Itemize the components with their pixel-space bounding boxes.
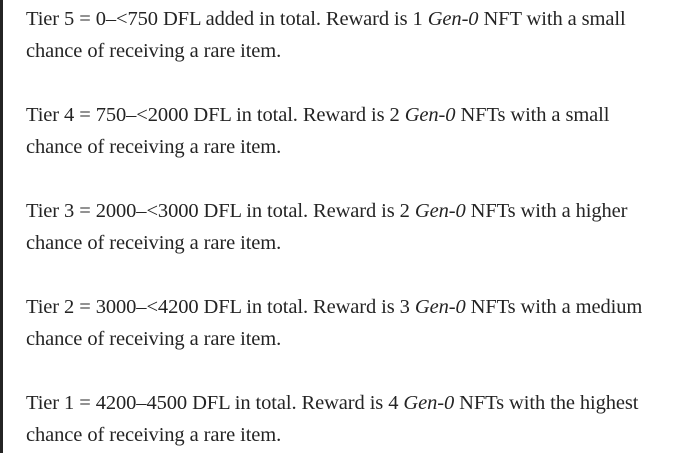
tier-5-line-1: Tier 5 = 0–<750 DFL added in total. Rewa… (26, 3, 700, 35)
tier-2-line-1: Tier 2 = 3000–<4200 DFL in total. Reward… (26, 291, 700, 323)
tier-4-text-a: Tier 4 = 750–<2000 DFL in total. Reward … (26, 104, 405, 126)
tier-3-text-a: Tier 3 = 2000–<3000 DFL in total. Reward… (26, 200, 415, 222)
tier-4-text-b: NFTs with a small (455, 104, 610, 126)
tier-5-gen0: Gen-0 (427, 8, 479, 30)
tier-4-line-1: Tier 4 = 750–<2000 DFL in total. Reward … (26, 99, 700, 131)
tier-3-line-1: Tier 3 = 2000–<3000 DFL in total. Reward… (26, 195, 700, 227)
tier-2-text-b: NFTs with a medium (465, 296, 643, 318)
tier-1-line-2: chance of receiving a rare item. (26, 424, 282, 446)
tier-1-text-b: NFTs with the highest (454, 392, 639, 414)
tier-5-text-a: Tier 5 = 0–<750 DFL added in total. Rewa… (26, 8, 428, 30)
tier-5-paragraph: Tier 5 = 0–<750 DFL added in total. Rewa… (26, 3, 700, 67)
tier-4-gen0: Gen-0 (404, 104, 456, 126)
tier-1-text-a: Tier 1 = 4200–4500 DFL in total. Reward … (26, 392, 404, 414)
tier-2-line-2: chance of receiving a rare item. (26, 328, 282, 350)
tier-3-gen0: Gen-0 (414, 200, 466, 222)
tier-3-paragraph: Tier 3 = 2000–<3000 DFL in total. Reward… (26, 195, 700, 259)
tier-2-paragraph: Tier 2 = 3000–<4200 DFL in total. Reward… (26, 291, 700, 355)
tier-4-paragraph: Tier 4 = 750–<2000 DFL in total. Reward … (26, 99, 700, 163)
tier-1-line-1: Tier 1 = 4200–4500 DFL in total. Reward … (26, 387, 700, 419)
tier-4-line-2: chance of receiving a rare item. (26, 136, 282, 158)
tier-3-text-b: NFTs with a higher (465, 200, 628, 222)
tier-2-gen0: Gen-0 (414, 296, 466, 318)
tier-1-paragraph: Tier 1 = 4200–4500 DFL in total. Reward … (26, 387, 700, 451)
tier-2-text-a: Tier 2 = 3000–<4200 DFL in total. Reward… (26, 296, 415, 318)
tier-3-line-2: chance of receiving a rare item. (26, 232, 282, 254)
tier-5-text-b: NFT with a small (478, 8, 626, 30)
tier-5-line-2: chance of receiving a rare item. (26, 40, 282, 62)
tier-1-gen0: Gen-0 (403, 392, 455, 414)
